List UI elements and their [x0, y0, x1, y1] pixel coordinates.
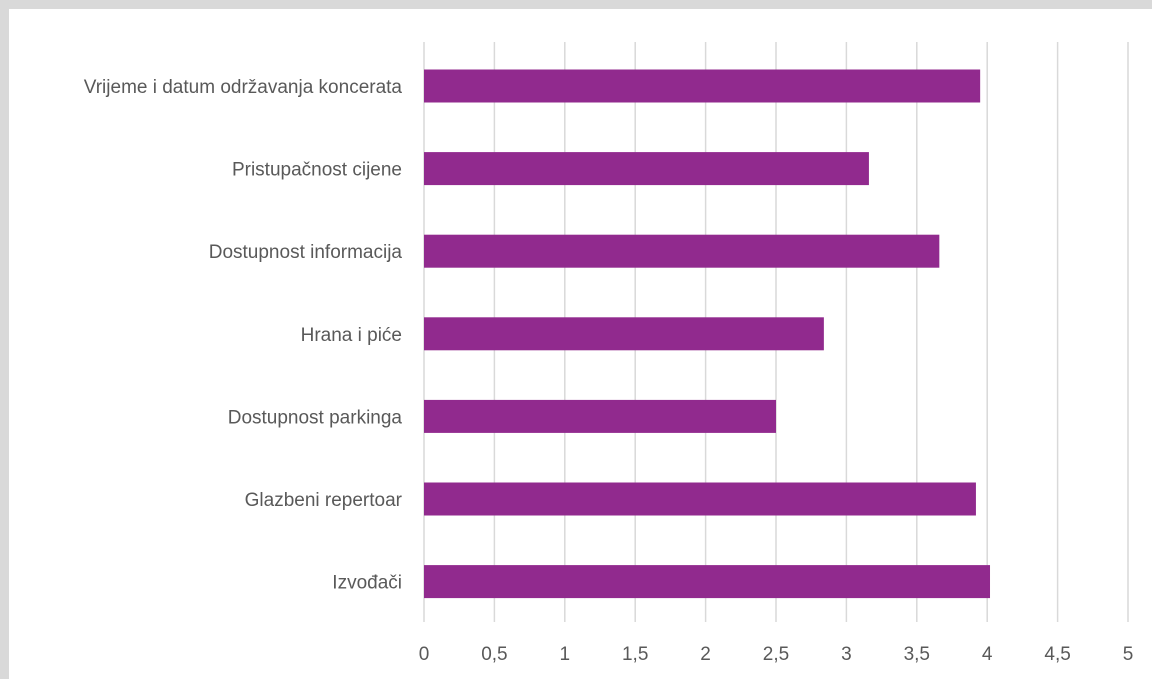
bar — [424, 482, 976, 516]
category-label: Vrijeme i datum održavanja koncerata — [84, 77, 403, 98]
category-label: Glazbeni repertoar — [245, 490, 403, 511]
x-tick-label: 2,5 — [763, 644, 789, 665]
bar — [424, 152, 869, 186]
bar — [424, 317, 824, 351]
bar — [424, 69, 981, 103]
bar — [424, 234, 940, 268]
category-label: Izvođači — [332, 573, 402, 594]
category-labels: Vrijeme i datum održavanja koncerata Pris… — [84, 77, 403, 594]
bar — [424, 565, 991, 599]
category-label: Dostupnost informacija — [209, 242, 403, 263]
x-tick-label: 2 — [700, 644, 711, 665]
x-tick-label: 1 — [560, 644, 571, 665]
category-label: Pristupačnost cijene — [232, 160, 402, 181]
bar — [424, 399, 776, 433]
x-tick-label: 3,5 — [904, 644, 930, 665]
x-tick-label: 0,5 — [481, 644, 507, 665]
x-tick-label: 3 — [841, 644, 852, 665]
bars — [424, 69, 991, 599]
category-label: Dostupnost parkinga — [228, 407, 403, 428]
x-tick-label: 4,5 — [1044, 644, 1070, 665]
x-tick-label: 0 — [419, 644, 430, 665]
x-axis-tick-labels: 0 0,5 1 1,5 2 2,5 3 3,5 4 4,5 5 — [419, 644, 1134, 665]
x-tick-label: 1,5 — [622, 644, 648, 665]
x-tick-label: 4 — [982, 644, 993, 665]
x-tick-label: 5 — [1123, 644, 1134, 665]
category-label: Hrana i piće — [301, 325, 402, 346]
